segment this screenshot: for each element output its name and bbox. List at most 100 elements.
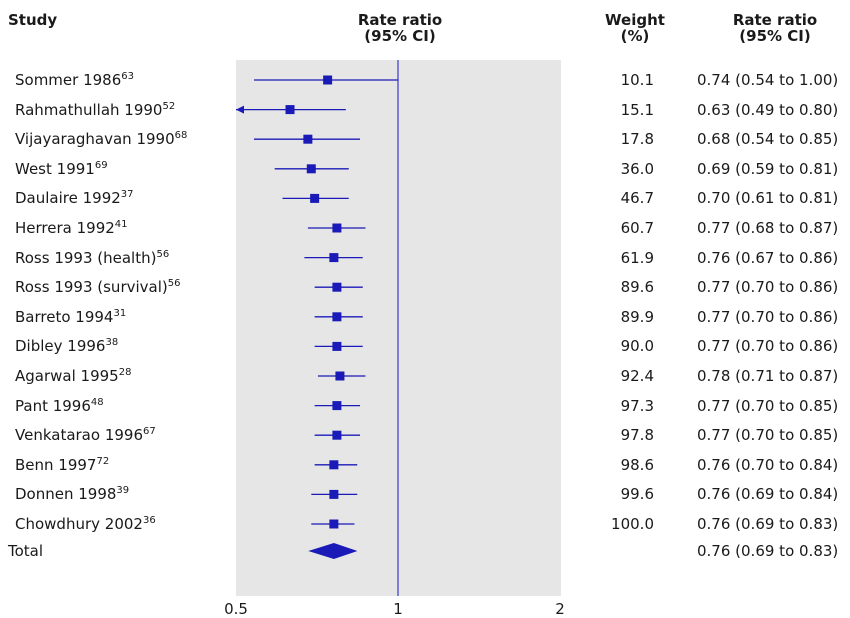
study-reference: 48 xyxy=(90,396,104,408)
study-name-text: Sommer 1986 xyxy=(15,71,122,89)
point-estimate xyxy=(329,519,339,529)
study-name: Vijayaraghavan 199068 xyxy=(15,130,187,148)
study-name: Sommer 198663 xyxy=(15,71,134,89)
point-estimate xyxy=(332,312,342,322)
study-weight: 36.0 xyxy=(620,159,654,178)
study-name-text: Venkatarao 1996 xyxy=(15,426,143,445)
study-name-text: Agarwal 1995 xyxy=(15,367,119,385)
study-reference: 69 xyxy=(94,159,108,171)
study-name: Donnen 199839 xyxy=(15,485,129,503)
x-tick-label: 0.5 xyxy=(224,600,248,618)
ci-clip-arrow xyxy=(236,105,244,114)
study-marks xyxy=(236,75,398,529)
point-estimate xyxy=(332,430,342,440)
study-name: Ross 1993 (health)56 xyxy=(15,249,169,267)
point-estimate xyxy=(323,75,333,85)
study-ci: 0.76 (0.69 to 0.84) xyxy=(697,485,839,504)
study-name-text: Donnen 1998 xyxy=(15,485,117,504)
point-estimate xyxy=(329,460,339,470)
point-estimate xyxy=(335,371,345,381)
study-name-text: West 1991 xyxy=(15,159,95,178)
study-weight: 100.0 xyxy=(611,515,654,533)
study-reference: 56 xyxy=(167,278,181,290)
study-reference: 68 xyxy=(174,130,188,142)
study-reference: 67 xyxy=(143,426,156,438)
study-header: Study xyxy=(8,11,58,29)
study-weight: 98.6 xyxy=(620,455,654,474)
ci-header-line1: Rate ratio xyxy=(732,11,818,29)
study-name-text: Daulaire 1992 xyxy=(15,189,121,208)
study-weight: 46.7 xyxy=(620,189,654,208)
point-estimate xyxy=(329,489,339,499)
study-name: Ross 1993 (survival)56 xyxy=(15,278,180,296)
x-tick-label: 2 xyxy=(555,600,565,618)
study-ci: 0.77 (0.68 to 0.87) xyxy=(697,219,839,237)
study-ci: 0.70 (0.61 to 0.81) xyxy=(697,189,839,208)
point-estimate xyxy=(332,223,342,233)
study-reference: 38 xyxy=(105,337,119,349)
study-name: Rahmathullah 199052 xyxy=(15,101,175,119)
study-weight: 89.6 xyxy=(620,278,654,297)
study-weight: 90.0 xyxy=(620,337,654,356)
study-reference: 72 xyxy=(96,455,110,467)
study-reference: 63 xyxy=(121,71,134,82)
study-weight: 97.3 xyxy=(620,396,654,415)
study-weight: 10.1 xyxy=(620,71,654,89)
study-name-text: Vijayaraghavan 1990 xyxy=(15,130,175,149)
study-weight: 15.1 xyxy=(620,100,654,119)
study-name: Herrera 199241 xyxy=(15,219,128,237)
study-name: Venkatarao 199667 xyxy=(15,426,156,444)
study-name: Dibley 199638 xyxy=(15,337,118,355)
study-ci: 0.76 (0.67 to 0.86) xyxy=(697,248,839,267)
point-estimate xyxy=(332,282,342,292)
total-label: Total xyxy=(8,542,44,560)
weight-header: Weight (%) xyxy=(595,12,675,44)
study-reference: 28 xyxy=(118,367,132,378)
point-estimate xyxy=(306,164,316,174)
study-name: Pant 199648 xyxy=(15,397,104,415)
study-ci: 0.76 (0.70 to 0.84) xyxy=(697,455,839,474)
point-estimate xyxy=(310,193,320,203)
study-ci: 0.74 (0.54 to 1.00) xyxy=(697,71,839,89)
study-reference: 39 xyxy=(116,485,130,497)
study-name-text: Barreto 1994 xyxy=(15,307,114,326)
ci-header: Rate ratio (95% CI) xyxy=(705,12,845,44)
rate-ratio-header-line1: Rate ratio xyxy=(357,11,443,29)
study-reference: 31 xyxy=(113,307,127,319)
study-ci: 0.78 (0.71 to 0.87) xyxy=(697,367,839,385)
study-ci: 0.77 (0.70 to 0.86) xyxy=(697,307,839,326)
study-reference: 52 xyxy=(162,100,176,112)
study-ci: 0.77 (0.70 to 0.85) xyxy=(697,426,839,445)
point-estimate xyxy=(332,401,342,411)
study-name-text: Chowdhury 2002 xyxy=(15,515,143,533)
study-name: Chowdhury 200236 xyxy=(15,515,156,533)
study-weight: 17.8 xyxy=(620,130,654,149)
study-name: Daulaire 199237 xyxy=(15,189,134,207)
study-reference: 37 xyxy=(120,189,134,201)
overall-diamond xyxy=(308,543,358,559)
rate-ratio-header: Rate ratio (95% CI) xyxy=(330,12,470,44)
point-estimate xyxy=(332,341,342,351)
study-ci: 0.77 (0.70 to 0.86) xyxy=(697,278,839,297)
study-ci: 0.77 (0.70 to 0.86) xyxy=(697,337,839,356)
study-name-text: Dibley 1996 xyxy=(15,337,106,356)
study-ci: 0.76 (0.69 to 0.83) xyxy=(697,515,839,533)
study-ci: 0.63 (0.49 to 0.80) xyxy=(697,100,839,119)
study-reference: 56 xyxy=(156,248,170,260)
study-name: Agarwal 199528 xyxy=(15,367,131,385)
point-estimate xyxy=(303,134,313,144)
study-name-text: Herrera 1992 xyxy=(15,219,115,237)
study-weight: 60.7 xyxy=(620,219,654,237)
point-estimate xyxy=(329,253,339,263)
study-weight: 92.4 xyxy=(620,367,654,385)
total-ci: 0.76 (0.69 to 0.83) xyxy=(697,542,839,560)
study-name: West 199169 xyxy=(15,160,108,178)
study-name-text: Rahmathullah 1990 xyxy=(15,100,163,119)
study-weight: 61.9 xyxy=(620,248,654,267)
x-tick-label: 1 xyxy=(393,600,403,618)
study-name-text: Ross 1993 (health) xyxy=(15,248,157,267)
study-reference: 41 xyxy=(114,219,128,230)
rate-ratio-header-line2: (95% CI) xyxy=(364,27,436,45)
study-weight: 97.8 xyxy=(620,426,654,445)
